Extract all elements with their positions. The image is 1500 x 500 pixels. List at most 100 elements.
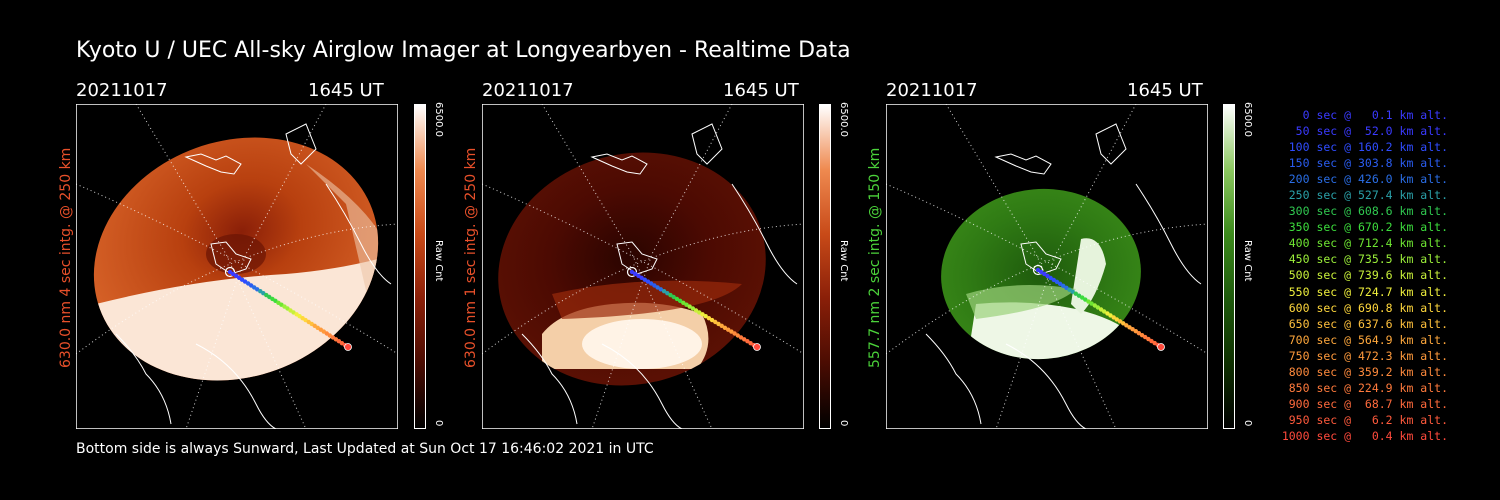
trajectory-point	[649, 281, 654, 286]
trajectory-point	[677, 298, 683, 303]
page-title: Kyoto U / UEC All-sky Airglow Imager at …	[76, 38, 851, 63]
trajectory-point	[668, 292, 673, 298]
trajectory-point	[1136, 331, 1142, 336]
trajectory-point	[722, 325, 728, 330]
trajectory-point	[1035, 267, 1041, 273]
trajectory-point	[719, 323, 724, 328]
trajectory-point	[706, 316, 712, 321]
trajectory-point	[652, 283, 657, 288]
trajectory-point	[684, 302, 689, 307]
panel-2-cbar-max: 6500.0	[838, 102, 849, 137]
trajectory-point	[1048, 275, 1053, 281]
panel-3-date: 20211017	[886, 80, 978, 101]
legend-row: 900 sec @ 68.7 km alt.	[1288, 396, 1448, 411]
trajectory-legend: 0 sec @ 0.1 km alt. 50 sec @ 52.0 km alt.…	[1262, 107, 1448, 444]
legend-row: 400 sec @ 712.4 km alt.	[1288, 236, 1448, 251]
trajectory-point	[636, 273, 641, 278]
trajectory-end-marker	[344, 343, 352, 351]
trajectory-point	[1076, 293, 1082, 298]
panel-2-cbar-unit: Raw Cnt	[838, 240, 849, 282]
trajectory-point	[738, 335, 744, 340]
trajectory-point	[735, 333, 740, 338]
legend-row: 950 sec @ 6.2 km alt.	[1288, 412, 1448, 427]
legend-row: 750 sec @ 472.3 km alt.	[1288, 348, 1448, 363]
panel-3-time: 1645 UT	[1127, 80, 1203, 101]
panel-3-cbar-max: 6500.0	[1242, 102, 1253, 137]
trajectory-point	[1095, 305, 1101, 310]
panel-3-allsky-image	[886, 104, 1208, 429]
trajectory-point	[1124, 323, 1129, 328]
panel-2-colorbar	[819, 104, 831, 429]
legend-row: 1000 sec @ 0.4 km alt.	[1281, 428, 1448, 443]
legend-row: 650 sec @ 637.6 km alt.	[1288, 316, 1448, 331]
legend-row: 700 sec @ 564.9 km alt.	[1288, 332, 1448, 347]
panel-3-cbar-min: 0	[1242, 420, 1253, 427]
trajectory-point	[1143, 334, 1148, 340]
trajectory-point	[645, 279, 651, 284]
legend-row: 450 sec @ 735.5 km alt.	[1288, 252, 1448, 267]
panel-1-cbar-max: 6500.0	[433, 102, 444, 137]
legend-row: 150 sec @ 303.8 km alt.	[1288, 156, 1448, 171]
panel-3-ylabel: 557.7 nm 2 sec intg. @ 150 km	[867, 147, 883, 368]
trajectory-point	[633, 271, 638, 277]
panel-1-ylabel: 630.0 nm 4 sec intg. @ 250 km	[58, 147, 74, 368]
trajectory-end-marker	[753, 343, 761, 351]
panel-1-cbar-unit: Raw Cnt	[433, 240, 444, 282]
trajectory-point	[709, 317, 715, 323]
legend-row: 550 sec @ 724.7 km alt.	[1288, 284, 1448, 299]
trajectory-start-marker	[224, 266, 236, 278]
legend-row: 800 sec @ 359.2 km alt.	[1288, 364, 1448, 379]
trajectory-point	[1054, 279, 1060, 284]
panel-1-cbar-min: 0	[433, 420, 444, 427]
panel-2-date: 20211017	[482, 80, 574, 101]
panel-1-colorbar	[414, 104, 426, 429]
panel-3-cbar-unit: Raw Cnt	[1242, 240, 1253, 282]
legend-row: 850 sec @ 224.9 km alt.	[1288, 380, 1448, 395]
trajectory-point	[697, 310, 702, 315]
trajectory-point	[687, 304, 692, 309]
legend-row: 200 sec @ 426.0 km alt.	[1288, 172, 1448, 187]
trajectory-start-marker	[1032, 264, 1044, 276]
legend-row: 250 sec @ 527.4 km alt.	[1288, 188, 1448, 203]
trajectory-point	[1149, 338, 1154, 344]
trajectory-point	[639, 275, 644, 280]
legend-row: 0 sec @ 0.1 km alt.	[1302, 108, 1448, 122]
trajectory-point	[748, 341, 753, 346]
trajectory-point	[700, 312, 705, 317]
legend-row: 100 sec @ 160.2 km alt.	[1288, 140, 1448, 155]
panel-2-ylabel: 630.0 nm 1 sec intg. @ 250 km	[463, 147, 479, 368]
trajectory-point	[716, 321, 721, 327]
trajectory-point	[671, 294, 676, 300]
trajectory-point	[661, 289, 667, 294]
legend-row: 600 sec @ 690.8 km alt.	[1288, 300, 1448, 315]
trajectory-end-marker	[1157, 343, 1165, 351]
trajectory-point	[665, 291, 670, 296]
trajectory-point	[1089, 301, 1094, 306]
trajectory-point	[1073, 291, 1078, 296]
trajectory-point	[1042, 271, 1047, 277]
trajectory-point	[742, 337, 747, 342]
trajectory-point	[729, 329, 734, 334]
trajectory-start-marker	[626, 266, 638, 278]
trajectory-point	[732, 331, 737, 336]
trajectory-point	[713, 319, 718, 325]
trajectory-point	[674, 296, 680, 302]
trajectory-point	[1117, 319, 1123, 324]
trajectory-point	[1108, 313, 1113, 318]
trajectory-point	[1114, 317, 1119, 322]
trajectory-point	[703, 314, 708, 319]
legend-row: 500 sec @ 739.6 km alt.	[1288, 268, 1448, 283]
trajectory-point	[1067, 287, 1072, 292]
trajectory-point	[681, 300, 686, 305]
trajectory-point	[726, 327, 731, 332]
legend-row: 300 sec @ 608.6 km alt.	[1288, 204, 1448, 219]
trajectory-point	[655, 285, 660, 290]
trajectory-point	[1130, 327, 1135, 332]
footer-note: Bottom side is always Sunward, Last Upda…	[76, 441, 654, 457]
trajectory-point	[642, 277, 647, 282]
trajectory-point	[629, 269, 635, 275]
trajectory-point	[1102, 309, 1107, 314]
panel-1-allsky-image	[76, 104, 398, 429]
legend-row: 50 sec @ 52.0 km alt.	[1295, 124, 1448, 139]
trajectory-point	[745, 339, 750, 344]
